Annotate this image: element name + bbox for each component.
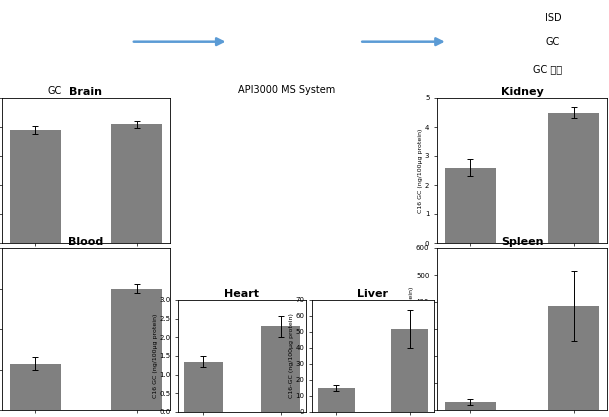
Y-axis label: C16 GC (ng/100μg protein): C16 GC (ng/100μg protein) (153, 314, 158, 398)
Title: Kidney: Kidney (501, 87, 543, 97)
Text: GC: GC (545, 37, 559, 47)
Y-axis label: C16 GC (ng/100μg protein): C16 GC (ng/100μg protein) (418, 128, 423, 213)
Bar (445, 402, 496, 410)
Bar (184, 362, 223, 412)
Y-axis label: C16-GC (ng/100μg protein): C16-GC (ng/100μg protein) (289, 314, 294, 398)
Bar (547, 306, 599, 410)
Bar (317, 388, 354, 412)
Title: Liver: Liver (357, 289, 389, 299)
Bar (10, 364, 60, 410)
Text: GC 정량: GC 정량 (533, 65, 562, 75)
Text: GC: GC (48, 86, 62, 96)
Bar (392, 329, 429, 412)
Title: Brain: Brain (69, 87, 102, 97)
Y-axis label: C16 GC (ng/100μg protein): C16 GC (ng/100μg protein) (409, 287, 415, 371)
Title: Blood: Blood (68, 237, 104, 247)
Bar (111, 289, 163, 410)
Bar (111, 124, 163, 243)
Bar (445, 168, 496, 243)
Text: API3000 MS System: API3000 MS System (238, 85, 335, 95)
Bar (547, 113, 599, 243)
Title: Heart: Heart (225, 289, 259, 299)
Title: Spleen: Spleen (501, 237, 543, 247)
Bar (10, 130, 60, 243)
Text: ISD: ISD (545, 13, 561, 23)
Bar (261, 326, 300, 412)
